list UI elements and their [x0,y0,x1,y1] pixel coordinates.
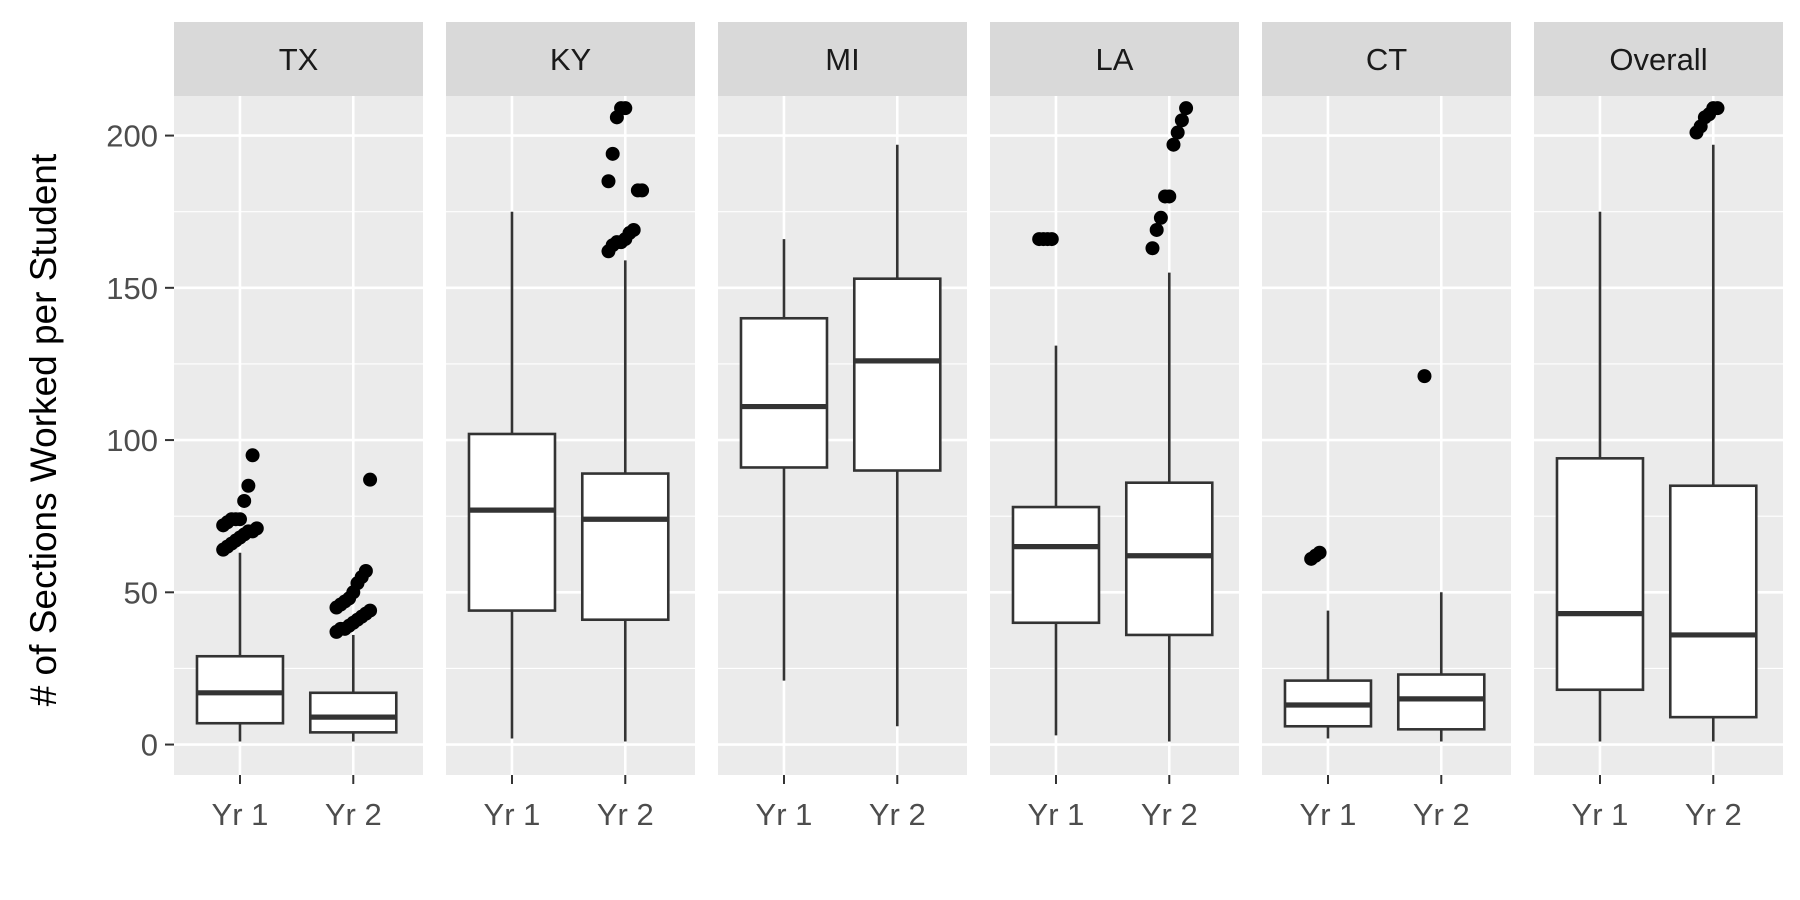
facet-panel-ky: KY Yr 1 Yr 2 [446,22,695,832]
facet-strip [718,22,967,96]
facet-strip-label: KY [550,42,591,77]
facet-panel-mi: MI Yr 1 Yr 2 [718,22,967,832]
box-iqr [1396,673,1486,731]
box-yr-2 [852,144,942,727]
x-tick-label: Yr 1 [1028,797,1085,832]
box-yr-2 [580,101,670,742]
outlier-point [1417,369,1432,384]
panel-marks [467,101,670,742]
facet-panel-tx: TX Yr 1 Yr 2 [174,22,423,832]
y-axis-title: # of Sections Worked per Student [23,153,64,706]
facet-panel-overall: Overall Yr 1 Yr 2 [1534,22,1783,832]
facet-strip [446,22,695,96]
facet-strip-label: Overall [1609,42,1707,77]
outlier-point [245,448,260,463]
facet-strip-label: CT [1366,42,1407,77]
box-yr-1 [1283,545,1373,739]
box-yr-1 [467,211,557,739]
outlier-point [1179,101,1194,116]
outlier-point [1149,222,1164,237]
box-iqr [1011,505,1101,625]
panel-marks [1011,101,1214,742]
x-tick-label: Yr 2 [869,797,926,832]
outlier-point [601,174,616,189]
outlier-point [1174,113,1189,128]
box-iqr [308,691,398,734]
outlier-point [1166,137,1181,152]
panel-marks [1283,369,1486,742]
box-yr-1 [1555,211,1645,742]
box-yr-2 [308,472,398,742]
box-iqr [1668,484,1758,719]
panel-marks [195,448,398,742]
y-tick-label: 100 [106,423,158,458]
box-yr-2 [1668,101,1758,742]
y-tick-label: 50 [124,575,158,610]
y-tick-label: 150 [106,271,158,306]
x-tick-label: Yr 1 [212,797,269,832]
facet-strip [1262,22,1511,96]
outlier-point [363,603,378,618]
outlier-point [249,521,264,536]
box-iqr [580,472,670,622]
box-iqr [739,316,829,469]
outlier-point [1170,125,1185,140]
outlier-point [605,146,620,161]
outlier-point [237,493,252,508]
x-tick-label: Yr 2 [1685,797,1742,832]
y-tick-label: 0 [141,728,158,763]
outlier-point [1044,232,1059,247]
outlier-point [626,222,641,237]
facet-strip-label: LA [1096,42,1134,77]
panel-marks [739,144,942,727]
box-yr-1 [195,448,285,742]
box-yr-2 [1124,101,1214,742]
outlier-point [618,101,633,116]
outlier-point [232,512,247,527]
outlier-point [1153,210,1168,225]
facet-strip [1534,22,1783,96]
facet-panel-la: LA Yr 1 Yr 2 [990,22,1239,832]
outlier-point [635,183,650,198]
box-yr-1 [1011,232,1101,736]
outlier-point [1312,545,1327,560]
outlier-point [241,478,256,493]
box-iqr [1555,457,1645,692]
panel-background [1262,96,1511,775]
outlier-point [1145,241,1160,256]
facet-strip-label: MI [825,42,859,77]
x-tick-label: Yr 2 [1141,797,1198,832]
box-iqr [195,654,285,725]
panel-background [990,96,1239,775]
x-tick-label: Yr 2 [1413,797,1470,832]
facet-strip [174,22,423,96]
facet-strip [990,22,1239,96]
box-iqr [467,432,557,612]
y-axis: 0 50 100 150 200 [106,119,174,763]
y-tick-label: 200 [106,119,158,154]
facet-panels: TX Yr 1 Yr 2 KY Yr 1 Yr 2 MI Yr 1 Yr 2 LA Yr 1 Yr 2… [174,22,1783,832]
outlier-point [1162,189,1177,204]
panel-marks [1555,101,1758,742]
x-tick-label: Yr 2 [325,797,382,832]
box-yr-2 [1396,369,1486,742]
x-tick-label: Yr 1 [756,797,813,832]
box-yr-1 [739,239,829,681]
outlier-point [363,472,378,487]
facet-strip-label: TX [279,42,319,77]
outlier-point [358,563,373,578]
x-tick-label: Yr 1 [484,797,541,832]
box-iqr [1124,481,1214,637]
x-tick-label: Yr 2 [597,797,654,832]
x-tick-label: Yr 1 [1300,797,1357,832]
outlier-point [1710,101,1725,116]
box-iqr [852,277,942,472]
x-tick-label: Yr 1 [1572,797,1629,832]
facet-panel-ct: CT Yr 1 Yr 2 [1262,22,1511,832]
